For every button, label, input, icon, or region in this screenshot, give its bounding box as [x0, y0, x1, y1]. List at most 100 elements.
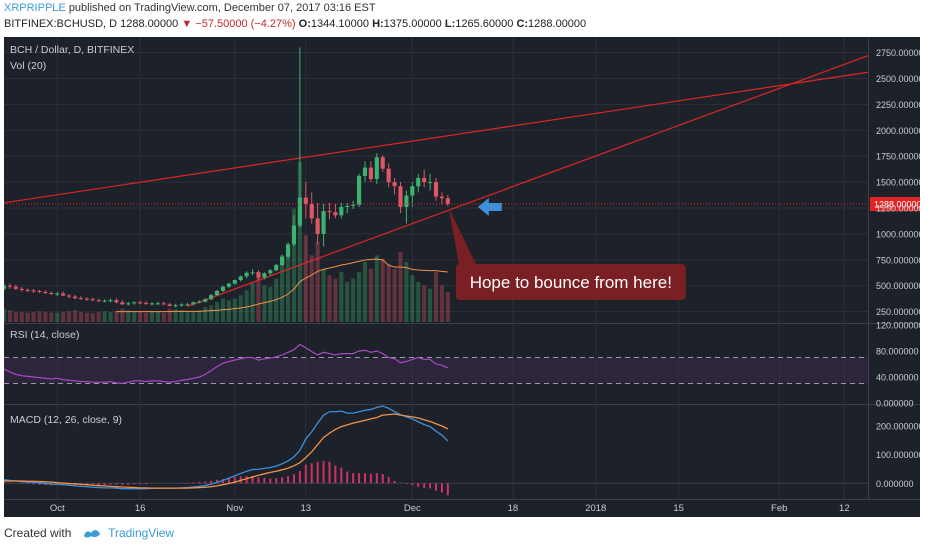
volume-bar [433, 272, 439, 322]
candle-body [67, 295, 72, 297]
volume-bar [333, 278, 338, 322]
volume-bar [256, 272, 261, 322]
volume-bar [13, 312, 18, 322]
volume-bar [339, 272, 344, 322]
price-tick-label: 1500.000000 [876, 178, 920, 188]
volume-bar [368, 268, 373, 322]
candle-body [179, 304, 184, 306]
candle-body [173, 305, 178, 307]
macd-pane-title: MACD (12, 26, close, 9) [10, 414, 122, 426]
volume-bar [102, 311, 107, 322]
candle-body [126, 303, 131, 305]
volume-bar [126, 310, 131, 322]
time-tick-label: 18 [508, 503, 519, 514]
volume-bar [132, 312, 137, 322]
candle-body [333, 212, 338, 216]
candle-body [268, 270, 273, 274]
candle-body [37, 290, 42, 292]
volume-bar [362, 262, 368, 322]
high-key: H: [372, 18, 384, 30]
volume-bar [55, 312, 60, 322]
candle-body [138, 302, 143, 304]
volume-bar [209, 305, 214, 322]
volume-bar [380, 258, 385, 322]
candle-body [244, 272, 249, 277]
time-tick-label: 2018 [585, 503, 606, 514]
price-tick-label: 1250.000000 [876, 204, 920, 214]
volume-bar [179, 310, 184, 322]
time-tick-label: Dec [404, 503, 421, 514]
volume-bar [43, 312, 48, 322]
chart-area[interactable]: 1288.000000 Hope to bounce from here! BCH … [4, 37, 920, 517]
candle-body [250, 272, 255, 274]
candle-body [155, 303, 160, 305]
rsi-line [4, 343, 449, 385]
candle-body [197, 301, 202, 303]
time-tick-label: 13 [301, 503, 312, 514]
high-value: 1375.00000 [383, 18, 442, 30]
candle-body [31, 290, 36, 292]
publish-info: XRPRIPPLE published on TradingView.com, … [4, 2, 376, 14]
rsi-tick-label: 0.000000 [876, 399, 914, 409]
candle-body [13, 286, 18, 289]
close-key: C: [516, 18, 529, 30]
candle-body [185, 304, 190, 306]
price-tick-label: 2750.000000 [876, 48, 920, 58]
volume-bar [321, 268, 326, 322]
candle-body [368, 167, 373, 179]
volume-bar [19, 312, 24, 322]
volume-bar [291, 208, 297, 322]
price-tick-label: 2000.000000 [876, 126, 920, 136]
candle-body [356, 175, 362, 205]
time-tick-label: Oct [50, 503, 65, 514]
volume-bar [356, 272, 362, 322]
callout-text: Hope to bounce from here! [470, 273, 672, 292]
volume-bar [244, 290, 249, 322]
last-price-tag [870, 197, 920, 212]
candle-body [380, 157, 385, 169]
candle-body [445, 198, 450, 205]
price-tick-label: 1000.000000 [876, 229, 920, 239]
price-tick-label: 500.000000 [876, 281, 920, 291]
price-tick-label: 750.000000 [876, 255, 920, 265]
candle-body [132, 302, 137, 304]
volume-bar [197, 310, 202, 322]
low-value: 1265.60000 [455, 18, 514, 30]
volume-bar [78, 312, 84, 322]
candle-body [161, 303, 166, 305]
volume-bar [398, 252, 403, 322]
volume-ma-line [116, 258, 448, 313]
chart-canvas[interactable]: 1288.000000 Hope to bounce from here! BCH … [4, 37, 920, 517]
candle-body [191, 302, 196, 305]
price-tick-label: 2500.000000 [876, 74, 920, 84]
candle-body [72, 296, 78, 299]
candle-body [102, 300, 107, 302]
candle-body [280, 256, 285, 265]
macd-tick-label: 100.000000 [876, 450, 920, 460]
volume-bar [149, 312, 155, 322]
candle-body [55, 293, 60, 295]
volume-bar [410, 275, 415, 322]
price-tick-label: 2250.000000 [876, 100, 920, 110]
candle-body [43, 291, 48, 293]
volume-bar [214, 302, 220, 322]
volume-bar [161, 312, 166, 322]
volume-bar [422, 285, 427, 322]
candle-body [232, 280, 237, 284]
publisher-name[interactable]: XRPRIPPLE [4, 2, 66, 14]
macd-tick-label: 200.000000 [876, 422, 920, 432]
open-value: 1344.10000 [310, 18, 369, 30]
candle-body [309, 203, 314, 219]
tradingview-link[interactable]: TradingView [108, 526, 175, 540]
callout-box [455, 264, 686, 300]
trendline-2 [187, 55, 869, 308]
rsi-tick-label: 80.000000 [876, 347, 919, 357]
candle-body [315, 218, 320, 234]
candle-body [256, 272, 261, 278]
volume-bar [90, 313, 95, 322]
candle-body [386, 168, 391, 183]
tradingview-logo-icon [83, 530, 100, 538]
candle-body [321, 211, 326, 234]
volume-bar [404, 262, 409, 322]
time-tick-label: 12 [839, 503, 850, 514]
